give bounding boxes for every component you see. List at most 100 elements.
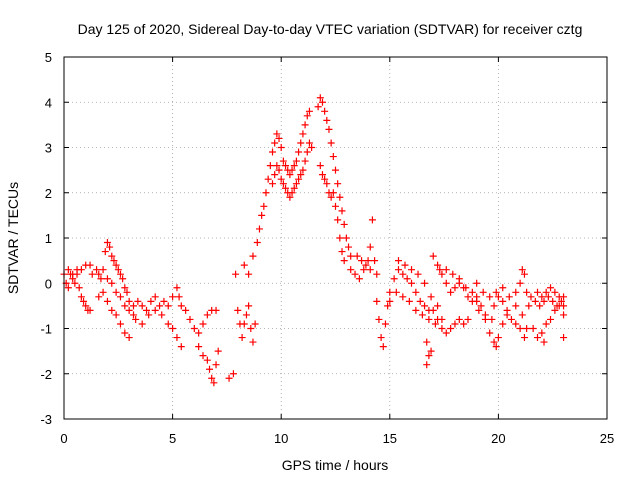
data-point xyxy=(408,266,416,274)
data-point xyxy=(164,302,172,310)
y-tick-label: -3 xyxy=(40,412,52,427)
data-point xyxy=(112,311,120,319)
data-point xyxy=(342,234,350,242)
data-point xyxy=(151,306,159,314)
data-point xyxy=(434,302,442,310)
data-point xyxy=(538,329,546,337)
data-point xyxy=(112,261,120,269)
data-point xyxy=(299,166,307,174)
data-point xyxy=(290,184,298,192)
data-point xyxy=(318,171,326,179)
data-point xyxy=(423,338,431,346)
data-point xyxy=(329,153,337,161)
data-point xyxy=(295,175,303,183)
data-point xyxy=(238,334,246,342)
data-point xyxy=(560,334,568,342)
data-point xyxy=(232,270,240,278)
y-tick-label: 0 xyxy=(45,276,52,291)
data-point xyxy=(327,139,335,147)
data-point xyxy=(477,302,485,310)
data-point xyxy=(130,302,138,310)
data-point xyxy=(64,284,72,292)
data-point xyxy=(386,288,394,296)
data-point xyxy=(336,234,344,242)
data-point xyxy=(425,315,433,323)
data-point xyxy=(316,94,324,102)
data-point xyxy=(210,379,218,387)
data-point xyxy=(305,139,313,147)
data-point xyxy=(490,302,498,310)
data-point xyxy=(301,121,309,129)
data-point xyxy=(447,288,455,296)
data-point xyxy=(551,306,559,314)
data-point xyxy=(123,288,131,296)
data-point xyxy=(301,157,309,165)
x-tick-label: 25 xyxy=(600,431,614,446)
data-point xyxy=(347,252,355,260)
data-point xyxy=(80,297,88,305)
data-point xyxy=(292,180,300,188)
data-point xyxy=(449,270,457,278)
data-point xyxy=(318,98,326,106)
data-point xyxy=(116,320,124,328)
data-point xyxy=(249,338,257,346)
data-point xyxy=(288,189,296,197)
data-point xyxy=(418,311,426,319)
data-point xyxy=(533,334,541,342)
data-point xyxy=(560,302,568,310)
data-point xyxy=(132,315,140,323)
data-point xyxy=(260,202,268,210)
data-point xyxy=(303,148,311,156)
data-point xyxy=(531,297,539,305)
data-point xyxy=(492,288,500,296)
data-point xyxy=(77,293,85,301)
data-point xyxy=(340,257,348,265)
data-point xyxy=(75,284,83,292)
data-point xyxy=(494,293,502,301)
data-point xyxy=(116,270,124,278)
data-point xyxy=(394,266,402,274)
data-point xyxy=(158,311,166,319)
data-point xyxy=(332,202,339,210)
data-point xyxy=(416,297,424,305)
data-point xyxy=(97,275,105,283)
data-point xyxy=(451,320,459,328)
data-point xyxy=(121,329,129,337)
data-point xyxy=(99,266,107,274)
data-point xyxy=(64,266,72,274)
data-point xyxy=(438,325,446,332)
y-tick-label: 4 xyxy=(45,95,52,110)
data-point xyxy=(353,252,361,260)
data-point xyxy=(297,171,305,179)
data-point xyxy=(229,370,237,378)
data-point xyxy=(503,306,511,314)
data-point xyxy=(199,320,207,328)
data-point xyxy=(121,302,129,310)
data-point xyxy=(199,352,207,360)
grid xyxy=(64,57,607,419)
data-point xyxy=(386,297,394,305)
data-point xyxy=(290,162,298,170)
data-point xyxy=(523,325,531,332)
data-point xyxy=(366,243,374,251)
data-point xyxy=(282,184,290,192)
y-tick-label: 2 xyxy=(45,186,52,201)
data-point xyxy=(505,293,513,301)
data-point xyxy=(273,162,281,170)
data-point xyxy=(169,325,177,332)
data-point xyxy=(323,180,331,188)
data-point xyxy=(536,302,544,310)
data-point xyxy=(203,311,211,319)
data-point xyxy=(360,266,368,274)
data-point xyxy=(88,270,96,278)
data-point xyxy=(214,347,222,355)
data-point xyxy=(451,284,459,292)
data-point xyxy=(551,288,559,296)
data-point xyxy=(492,343,500,351)
data-point xyxy=(358,257,366,265)
data-point xyxy=(512,288,520,296)
data-point xyxy=(282,162,290,170)
data-point xyxy=(553,302,561,310)
data-point xyxy=(266,162,274,170)
y-tick-label: 5 xyxy=(45,50,52,65)
